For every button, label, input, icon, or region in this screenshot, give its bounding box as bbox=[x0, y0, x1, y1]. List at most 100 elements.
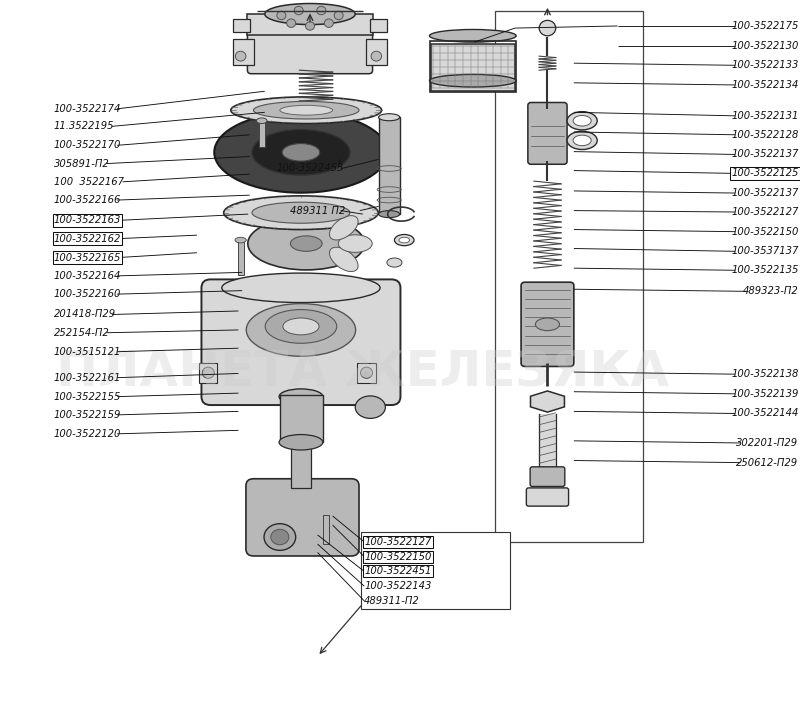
Ellipse shape bbox=[330, 247, 358, 272]
Ellipse shape bbox=[265, 310, 337, 343]
FancyBboxPatch shape bbox=[528, 102, 567, 164]
Bar bbox=[238, 240, 245, 275]
Bar bbox=[358, 363, 375, 383]
Text: 100-3537137: 100-3537137 bbox=[731, 246, 798, 256]
Ellipse shape bbox=[573, 115, 591, 126]
Text: 100-3522137: 100-3522137 bbox=[731, 188, 798, 198]
Ellipse shape bbox=[224, 196, 378, 230]
Text: 100-3522128: 100-3522128 bbox=[731, 130, 798, 140]
Circle shape bbox=[539, 20, 556, 36]
Ellipse shape bbox=[283, 318, 319, 335]
Ellipse shape bbox=[378, 211, 400, 218]
Circle shape bbox=[317, 6, 326, 15]
Text: 100-3522451: 100-3522451 bbox=[364, 567, 432, 576]
FancyBboxPatch shape bbox=[202, 279, 401, 405]
FancyBboxPatch shape bbox=[530, 467, 565, 486]
Text: 250612-П29: 250612-П29 bbox=[736, 458, 798, 468]
Ellipse shape bbox=[573, 135, 591, 145]
Bar bbox=[247, 14, 373, 35]
Ellipse shape bbox=[535, 318, 559, 331]
Text: ПЛАНЕТА ЖЕЛЕЗЯКА: ПЛАНЕТА ЖЕЛЕЗЯКА bbox=[56, 348, 670, 396]
Text: 100-3522155: 100-3522155 bbox=[54, 392, 121, 402]
Text: 305891-П2: 305891-П2 bbox=[54, 159, 110, 168]
Text: 100-3522135: 100-3522135 bbox=[731, 265, 798, 275]
Bar bbox=[362, 532, 510, 609]
Text: 489311-П2: 489311-П2 bbox=[364, 596, 420, 606]
Ellipse shape bbox=[282, 143, 320, 161]
Text: 100-3522127: 100-3522127 bbox=[731, 207, 798, 217]
Ellipse shape bbox=[430, 29, 516, 42]
Circle shape bbox=[277, 11, 286, 20]
Text: 100  3522167: 100 3522167 bbox=[54, 177, 124, 187]
Text: 100-3522131: 100-3522131 bbox=[731, 111, 798, 121]
Ellipse shape bbox=[430, 74, 516, 87]
Ellipse shape bbox=[257, 118, 267, 124]
Text: 100-3522139: 100-3522139 bbox=[731, 389, 798, 399]
Ellipse shape bbox=[214, 112, 388, 192]
Ellipse shape bbox=[252, 129, 350, 175]
Bar bbox=[258, 121, 265, 147]
Ellipse shape bbox=[378, 114, 400, 121]
Bar bbox=[539, 414, 556, 467]
Ellipse shape bbox=[290, 236, 322, 251]
Text: 489323-П2: 489323-П2 bbox=[742, 286, 798, 296]
Circle shape bbox=[294, 6, 303, 15]
Text: 100-3522137: 100-3522137 bbox=[731, 150, 798, 159]
Text: 100-3522130: 100-3522130 bbox=[731, 41, 798, 51]
Text: 100-3522163: 100-3522163 bbox=[54, 216, 121, 225]
FancyBboxPatch shape bbox=[247, 30, 373, 74]
Bar bbox=[280, 395, 323, 442]
Bar bbox=[430, 41, 516, 92]
Circle shape bbox=[361, 367, 373, 378]
Ellipse shape bbox=[248, 218, 365, 270]
Bar bbox=[233, 19, 250, 32]
Text: 100-3522138: 100-3522138 bbox=[731, 369, 798, 379]
Text: 100-3522125: 100-3522125 bbox=[731, 168, 798, 178]
Text: 100-3522150: 100-3522150 bbox=[364, 552, 432, 562]
Text: 252154-П2: 252154-П2 bbox=[54, 328, 110, 338]
Text: 100-3522164: 100-3522164 bbox=[54, 271, 121, 281]
FancyBboxPatch shape bbox=[246, 479, 359, 556]
Bar bbox=[366, 39, 387, 65]
Circle shape bbox=[202, 367, 214, 378]
Ellipse shape bbox=[355, 396, 386, 418]
Ellipse shape bbox=[265, 4, 355, 25]
Bar bbox=[378, 117, 400, 214]
Text: 100-3522144: 100-3522144 bbox=[731, 409, 798, 418]
Text: 100-3522175: 100-3522175 bbox=[731, 21, 798, 31]
Text: 100-3522150: 100-3522150 bbox=[731, 227, 798, 237]
Text: 100-3522133: 100-3522133 bbox=[731, 60, 798, 70]
Bar bbox=[233, 39, 254, 65]
FancyBboxPatch shape bbox=[526, 488, 569, 506]
Text: 100-3522134: 100-3522134 bbox=[731, 80, 798, 90]
Text: 100-3522162: 100-3522162 bbox=[54, 234, 121, 244]
Text: 100-3522160: 100-3522160 bbox=[54, 289, 121, 299]
FancyBboxPatch shape bbox=[521, 282, 574, 366]
Text: 100-3522120: 100-3522120 bbox=[54, 429, 121, 439]
Bar bbox=[495, 11, 643, 542]
Ellipse shape bbox=[394, 234, 414, 246]
Polygon shape bbox=[530, 391, 565, 412]
Text: 100-3522159: 100-3522159 bbox=[54, 410, 121, 420]
Ellipse shape bbox=[252, 202, 350, 223]
Text: 100-3522166: 100-3522166 bbox=[54, 195, 121, 205]
Bar bbox=[291, 440, 310, 488]
Ellipse shape bbox=[271, 529, 289, 545]
Ellipse shape bbox=[387, 258, 402, 267]
Ellipse shape bbox=[338, 234, 372, 252]
Text: 100-3522165: 100-3522165 bbox=[54, 253, 121, 263]
Ellipse shape bbox=[231, 97, 382, 124]
Circle shape bbox=[334, 11, 343, 20]
Ellipse shape bbox=[280, 105, 333, 115]
Text: 100-3522453: 100-3522453 bbox=[276, 164, 343, 173]
Circle shape bbox=[324, 19, 334, 27]
Circle shape bbox=[286, 19, 296, 27]
Circle shape bbox=[235, 51, 246, 61]
Text: 201418-П29: 201418-П29 bbox=[54, 310, 116, 319]
Text: 100-3522170: 100-3522170 bbox=[54, 140, 121, 150]
Text: 100-3515121: 100-3515121 bbox=[54, 347, 121, 357]
Ellipse shape bbox=[254, 102, 359, 119]
Text: 11.3522195: 11.3522195 bbox=[54, 121, 114, 131]
Bar bbox=[323, 515, 329, 544]
Ellipse shape bbox=[567, 131, 598, 150]
